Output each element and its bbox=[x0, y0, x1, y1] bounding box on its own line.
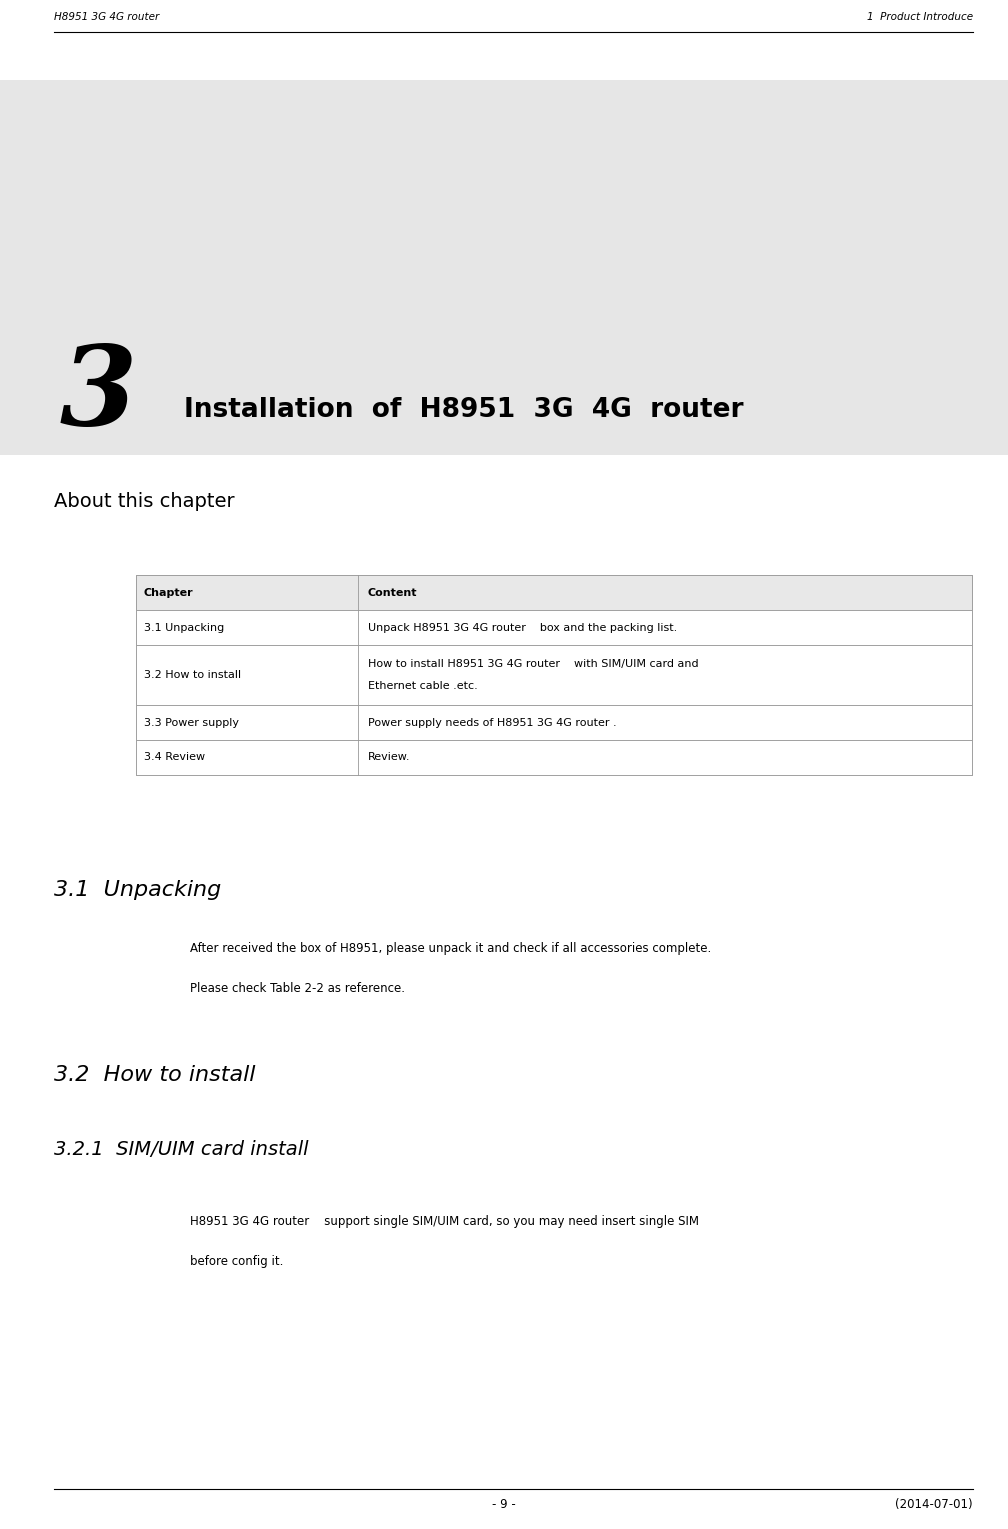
Text: After received the box of H8951, please unpack it and check if all accessories c: After received the box of H8951, please … bbox=[190, 942, 712, 956]
Text: Please check Table 2-2 as reference.: Please check Table 2-2 as reference. bbox=[190, 982, 405, 995]
Text: Unpack H8951 3G 4G router    box and the packing list.: Unpack H8951 3G 4G router box and the pa… bbox=[368, 622, 677, 633]
FancyBboxPatch shape bbox=[136, 575, 972, 610]
Text: 1  Product Introduce: 1 Product Introduce bbox=[867, 12, 973, 21]
Text: 3.2 How to install: 3.2 How to install bbox=[144, 670, 241, 680]
FancyBboxPatch shape bbox=[136, 575, 972, 775]
Text: 3.1 Unpacking: 3.1 Unpacking bbox=[144, 622, 224, 633]
Text: H8951 3G 4G router    support single SIM/UIM card, so you may need insert single: H8951 3G 4G router support single SIM/UI… bbox=[190, 1216, 699, 1228]
FancyBboxPatch shape bbox=[0, 80, 1008, 456]
FancyBboxPatch shape bbox=[136, 740, 972, 775]
Text: Power supply needs of H8951 3G 4G router .: Power supply needs of H8951 3G 4G router… bbox=[368, 717, 617, 728]
Text: 3.2.1  SIM/UIM card install: 3.2.1 SIM/UIM card install bbox=[54, 1141, 308, 1159]
Text: - 9 -: - 9 - bbox=[492, 1498, 516, 1511]
FancyBboxPatch shape bbox=[136, 610, 972, 645]
Text: 3.2  How to install: 3.2 How to install bbox=[54, 1066, 256, 1086]
Text: (2014-07-01): (2014-07-01) bbox=[895, 1498, 973, 1511]
Text: Chapter: Chapter bbox=[144, 587, 194, 598]
Text: Review.: Review. bbox=[368, 752, 410, 763]
Text: Content: Content bbox=[368, 587, 417, 598]
Text: 3.1  Unpacking: 3.1 Unpacking bbox=[54, 881, 222, 901]
Text: How to install H8951 3G 4G router    with SIM/UIM card and: How to install H8951 3G 4G router with S… bbox=[368, 659, 699, 668]
Text: Ethernet cable .etc.: Ethernet cable .etc. bbox=[368, 682, 478, 691]
Text: About this chapter: About this chapter bbox=[54, 492, 235, 511]
Text: Installation  of  H8951  3G  4G  router: Installation of H8951 3G 4G router bbox=[184, 398, 744, 424]
FancyBboxPatch shape bbox=[136, 705, 972, 740]
Text: 3.4 Review: 3.4 Review bbox=[144, 752, 205, 763]
FancyBboxPatch shape bbox=[136, 645, 972, 705]
Text: H8951 3G 4G router: H8951 3G 4G router bbox=[54, 12, 159, 21]
Text: 3: 3 bbox=[59, 341, 137, 448]
Text: 3.3 Power supply: 3.3 Power supply bbox=[144, 717, 239, 728]
Text: before config it.: before config it. bbox=[190, 1255, 283, 1268]
